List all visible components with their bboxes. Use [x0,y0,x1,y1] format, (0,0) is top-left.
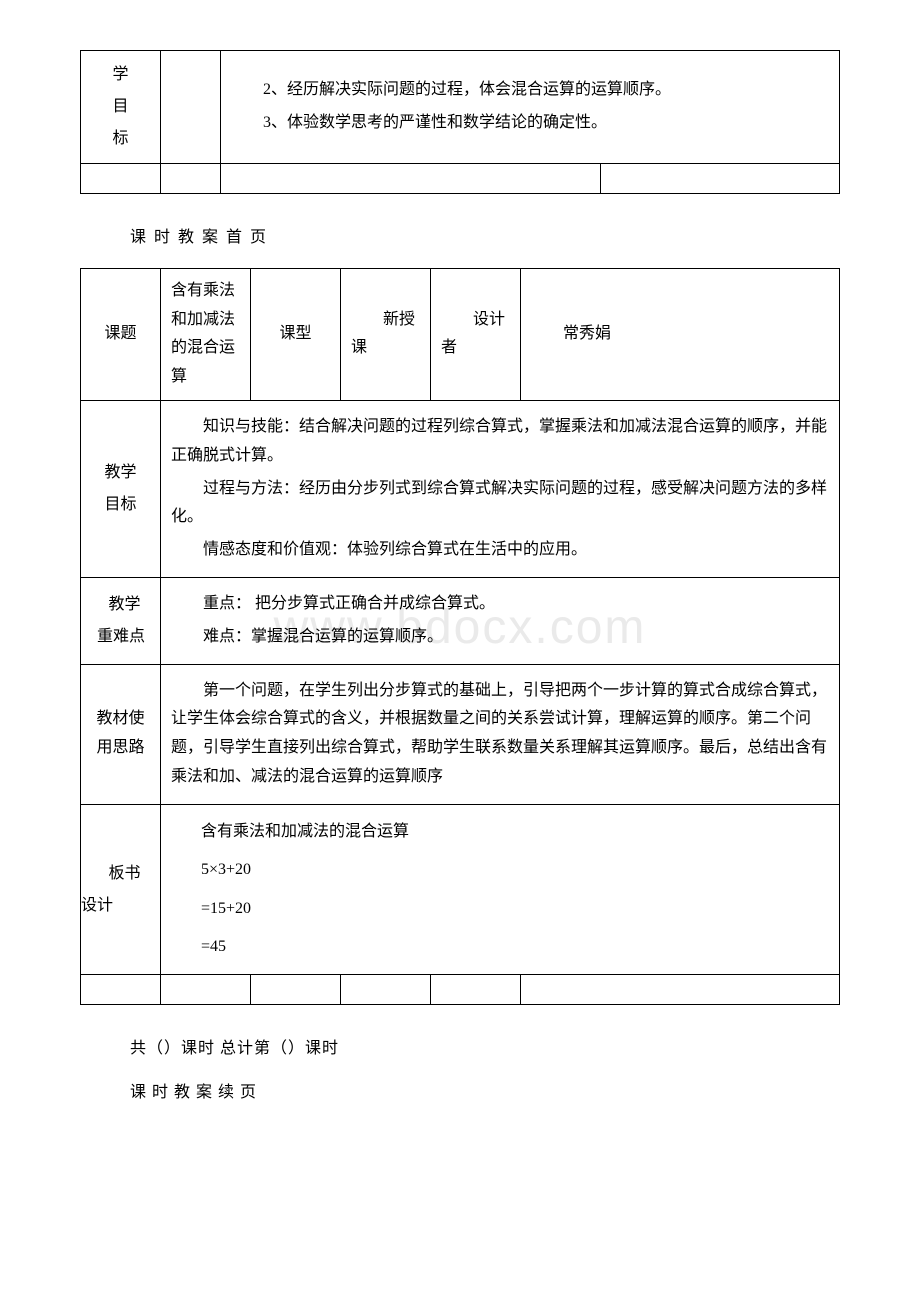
board-expr-1: 5×3+20 [201,851,829,889]
page-content: 学 目 标 2、经历解决实际问题的过程，体会混合运算的运算顺序。 3、体验数学思… [80,50,840,1108]
cell-board-content: 含有乘法和加减法的混合运算 5×3+20 =15+20 =45 [161,804,840,975]
board-expr-3: =45 [201,928,829,966]
material-text: 第一个问题，在学生列出分步算式的基础上，引导把两个一步计算的算式合成综合算式，让… [171,677,829,792]
cell-empty [251,975,341,1005]
cell-teaching-goal-label: 教学 目标 [81,400,161,577]
cell-empty [161,51,221,164]
table-goals-fragment: 学 目 标 2、经历解决实际问题的过程，体会混合运算的运算顺序。 3、体验数学思… [80,50,840,194]
label-text: 教材使用思路 [96,710,144,756]
cell-topic-value: 含有乘法和加减法的混合运算 [161,268,251,400]
label-char-3: 标 [91,123,150,155]
keypoint-difficult: 难点：掌握混合运算的运算顺序。 [171,623,829,652]
cell-empty [521,975,840,1005]
cell-material-label: 教材使用思路 [81,664,161,804]
goal-item-2: 2、经历解决实际问题的过程，体会混合运算的运算顺序。 [231,76,829,105]
cell-board-label: 板书 设计 [81,804,161,975]
table-lesson-plan: 课题 含有乘法和加减法的混合运算 课型 新授课 设计者 常秀娟 教学 目标 知识… [80,268,840,1006]
table-row [81,975,840,1005]
cell-empty [431,975,521,1005]
table-row: 教学 目标 知识与技能：结合解决问题的过程列综合算式，掌握乘法和加减法混合运算的… [81,400,840,577]
goal-item-3: 3、体验数学思考的严谨性和数学结论的确定性。 [231,109,829,138]
table-row: 课题 含有乘法和加减法的混合运算 课型 新授课 设计者 常秀娟 [81,268,840,400]
footer-lesson-count: 共（）课时 总计第（）课时 [80,1035,840,1064]
table-row: 板书 设计 含有乘法和加减法的混合运算 5×3+20 =15+20 =45 [81,804,840,975]
label-line-1: 教学 [99,589,150,621]
label-line-2: 目标 [91,489,150,521]
table-row: 学 目 标 2、经历解决实际问题的过程，体会混合运算的运算顺序。 3、体验数学思… [81,51,840,164]
heading-lesson-plan: 课 时 教 案 首 页 [80,224,840,253]
label-char-2: 目 [91,91,150,123]
cell-empty [600,164,840,194]
keypoint-main: 重点： 把分步算式正确合并成综合算式。 [171,590,829,619]
cell-material-content: 第一个问题，在学生列出分步算式的基础上，引导把两个一步计算的算式合成综合算式，让… [161,664,840,804]
cell-empty [341,975,431,1005]
goal-knowledge: 知识与技能：结合解决问题的过程列综合算式，掌握乘法和加减法混合运算的顺序，并能正… [171,413,829,471]
label-line-2: 设计 [81,890,150,922]
label-line-1: 板书 [99,858,150,890]
cell-designer-label: 设计者 [431,268,521,400]
cell-designer-value: 常秀娟 [521,268,840,400]
table-row: 教材使用思路 第一个问题，在学生列出分步算式的基础上，引导把两个一步计算的算式合… [81,664,840,804]
cell-empty [81,975,161,1005]
footer-continuation: 课 时 教 案 续 页 [80,1079,840,1108]
board-expr-2: =15+20 [201,890,829,928]
cell-keypoints-content: 重点： 把分步算式正确合并成综合算式。 难点：掌握混合运算的运算顺序。 [161,577,840,664]
label-line-1: 教学 [91,457,150,489]
label-char-1: 学 [91,59,150,91]
cell-empty [161,164,221,194]
board-title: 含有乘法和加减法的混合运算 [201,813,829,851]
cell-teaching-goal-content: 知识与技能：结合解决问题的过程列综合算式，掌握乘法和加减法混合运算的顺序，并能正… [161,400,840,577]
cell-empty [81,164,161,194]
table-row [81,164,840,194]
label-line-2: 重难点 [81,621,150,653]
table-row: 教学 重难点 重点： 把分步算式正确合并成综合算式。 难点：掌握混合运算的运算顺… [81,577,840,664]
cell-type-value: 新授课 [341,268,431,400]
cell-topic-label: 课题 [81,268,161,400]
cell-empty [221,164,601,194]
cell-keypoints-label: 教学 重难点 [81,577,161,664]
goal-attitude: 情感态度和价值观：体验列综合算式在生活中的应用。 [171,536,829,565]
goal-process: 过程与方法：经历由分步列式到综合算式解决实际问题的过程，感受解决问题方法的多样化… [171,475,829,533]
cell-type-label: 课型 [251,268,341,400]
cell-goal-content: 2、经历解决实际问题的过程，体会混合运算的运算顺序。 3、体验数学思考的严谨性和… [221,51,840,164]
cell-empty [161,975,251,1005]
cell-goal-label: 学 目 标 [81,51,161,164]
